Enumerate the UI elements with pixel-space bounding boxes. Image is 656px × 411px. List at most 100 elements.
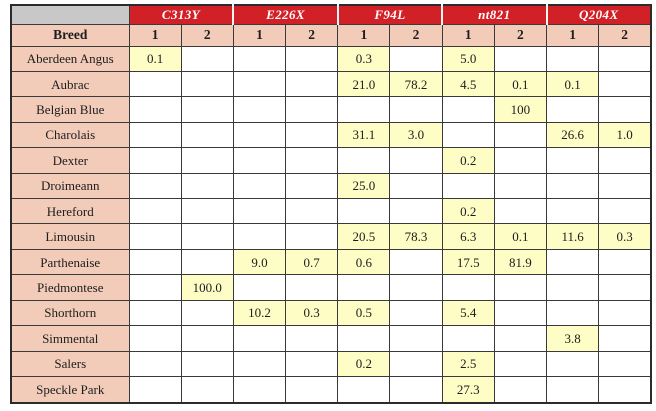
- empty-cell: [232, 274, 287, 301]
- empty-cell: [232, 147, 287, 174]
- empty-cell: [180, 375, 234, 404]
- empty-cell: [337, 325, 391, 352]
- value-cell: 9.0: [232, 248, 287, 276]
- empty-cell: [598, 147, 652, 174]
- value-cell: 0.7: [285, 248, 339, 276]
- empty-cell: [232, 121, 287, 149]
- breed-name: Speckle Park: [10, 375, 130, 404]
- empty-cell: [128, 96, 182, 123]
- empty-cell: [389, 350, 443, 377]
- empty-cell: [128, 274, 182, 301]
- empty-cell: [441, 172, 495, 200]
- empty-cell: [389, 325, 443, 352]
- empty-cell: [545, 147, 600, 174]
- allele-sub-header: 2: [598, 23, 652, 47]
- empty-cell: [285, 96, 339, 123]
- empty-cell: [285, 121, 339, 149]
- value-cell: 0.1: [545, 70, 600, 98]
- empty-cell: [337, 375, 391, 404]
- empty-cell: [389, 274, 443, 301]
- empty-cell: [598, 198, 652, 225]
- value-cell: 21.0: [337, 70, 391, 98]
- table-row: Dexter 0.2: [10, 147, 652, 174]
- value-cell: 100: [493, 96, 548, 123]
- breed-column-header: Breed: [10, 23, 130, 47]
- value-cell: 6.3: [441, 223, 495, 250]
- empty-cell: [128, 223, 182, 250]
- empty-cell: [180, 325, 234, 352]
- empty-cell: [128, 299, 182, 327]
- empty-cell: [285, 198, 339, 225]
- value-cell: 5.4: [441, 299, 495, 327]
- empty-cell: [389, 198, 443, 225]
- value-cell: 25.0: [337, 172, 391, 200]
- breed-name: Simmental: [10, 325, 130, 352]
- empty-cell: [441, 96, 495, 123]
- empty-cell: [598, 350, 652, 377]
- breed-name: Hereford: [10, 198, 130, 225]
- value-cell: 0.3: [337, 45, 391, 72]
- allele-sub-header: 1: [545, 23, 600, 47]
- empty-cell: [493, 147, 548, 174]
- empty-cell: [128, 375, 182, 404]
- empty-cell: [285, 223, 339, 250]
- column-group-e226x: E226X: [232, 4, 339, 25]
- breed-name: Aubrac: [10, 70, 130, 98]
- empty-cell: [389, 147, 443, 174]
- empty-cell: [545, 45, 600, 72]
- allele-sub-header: 2: [180, 23, 234, 47]
- value-cell: 11.6: [545, 223, 600, 250]
- breed-name: Aberdeen Angus: [10, 45, 130, 72]
- value-cell: 0.2: [337, 350, 391, 377]
- empty-cell: [389, 172, 443, 200]
- empty-cell: [598, 325, 652, 352]
- empty-cell: [598, 274, 652, 301]
- value-cell: 81.9: [493, 248, 548, 276]
- table-row: Droimeann 25.0: [10, 172, 652, 200]
- allele-sub-header: 1: [128, 23, 182, 47]
- empty-cell: [337, 96, 391, 123]
- empty-cell: [493, 325, 548, 352]
- allele-sub-header: 2: [493, 23, 548, 47]
- value-cell: 0.1: [128, 45, 182, 72]
- value-cell: 0.2: [441, 198, 495, 225]
- column-group-c313y: C313Y: [128, 4, 234, 25]
- empty-cell: [180, 147, 234, 174]
- allele-sub-header: 2: [389, 23, 443, 47]
- empty-cell: [285, 147, 339, 174]
- empty-cell: [545, 375, 600, 404]
- empty-cell: [545, 172, 600, 200]
- breed-name: Limousin: [10, 223, 130, 250]
- empty-cell: [180, 96, 234, 123]
- table-row: Charolais 31.1 3.0 26.6 1.0: [10, 121, 652, 149]
- table-row: Hereford 0.2: [10, 198, 652, 225]
- value-cell: 17.5: [441, 248, 495, 276]
- empty-cell: [493, 198, 548, 225]
- value-cell: 0.1: [493, 223, 548, 250]
- empty-cell: [285, 70, 339, 98]
- empty-cell: [545, 198, 600, 225]
- empty-cell: [232, 325, 287, 352]
- empty-cell: [545, 299, 600, 327]
- empty-cell: [441, 274, 495, 301]
- empty-cell: [285, 325, 339, 352]
- table-row: Simmental 3.8: [10, 325, 652, 352]
- allele-sub-header: 1: [232, 23, 287, 47]
- empty-cell: [493, 172, 548, 200]
- empty-cell: [493, 121, 548, 149]
- empty-cell: [493, 375, 548, 404]
- empty-cell: [232, 223, 287, 250]
- breed-name: Salers: [10, 350, 130, 377]
- table-row: Limousin 20.5 78.3 6.3 0.1 11.6 0.3: [10, 223, 652, 250]
- empty-cell: [389, 96, 443, 123]
- value-cell: 78.3: [389, 223, 443, 250]
- empty-cell: [285, 274, 339, 301]
- breed-name: Charolais: [10, 121, 130, 149]
- value-cell: 1.0: [598, 121, 652, 149]
- allele-sub-header: 1: [337, 23, 391, 47]
- empty-cell: [128, 198, 182, 225]
- empty-cell: [180, 350, 234, 377]
